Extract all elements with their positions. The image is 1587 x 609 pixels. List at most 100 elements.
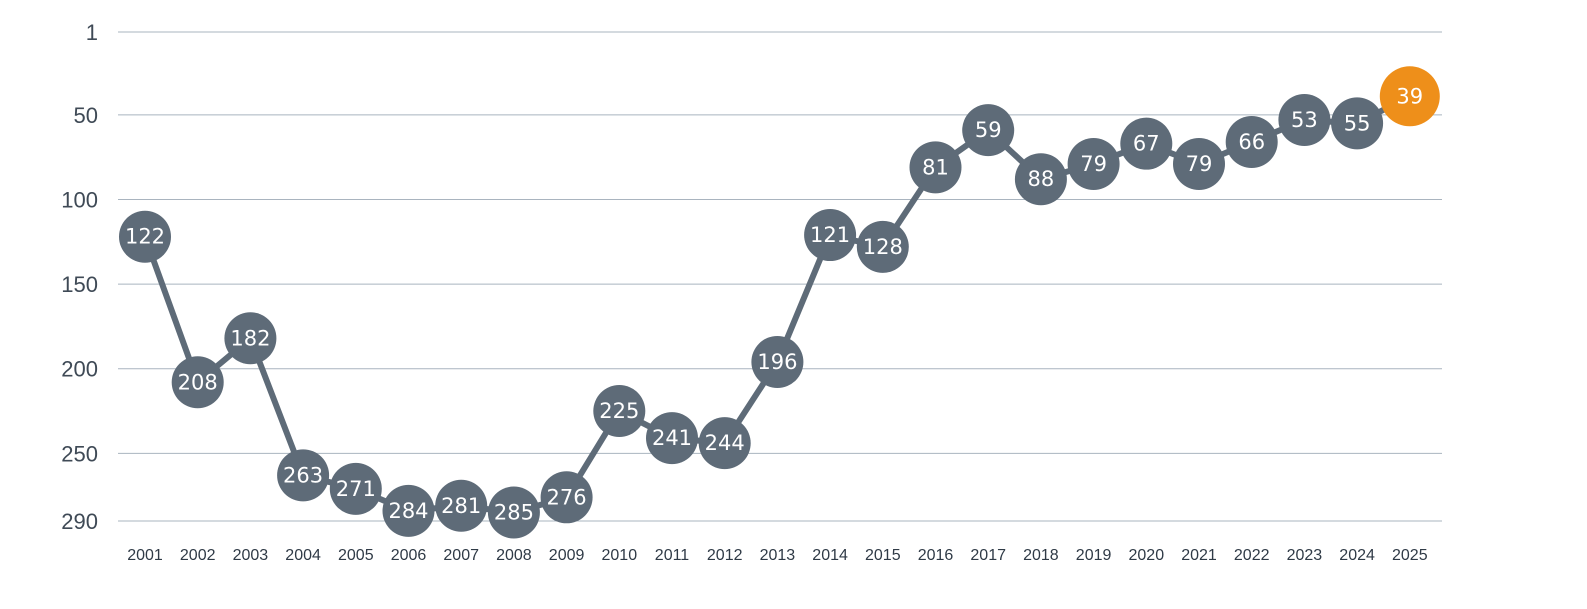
data-point: 182 bbox=[224, 312, 277, 365]
x-tick-label: 2022 bbox=[1234, 547, 1270, 564]
x-tick-label: 2021 bbox=[1181, 547, 1217, 564]
point-value-label: 284 bbox=[388, 499, 428, 523]
point-marker bbox=[804, 209, 857, 262]
point-value-label: 276 bbox=[547, 485, 587, 509]
point-marker bbox=[1067, 137, 1120, 190]
data-point: 59 bbox=[962, 104, 1015, 157]
point-marker bbox=[487, 486, 540, 539]
data-point: 285 bbox=[487, 486, 540, 539]
point-marker bbox=[909, 141, 962, 194]
x-tick-label: 2003 bbox=[233, 547, 269, 564]
x-tick-label: 2023 bbox=[1287, 547, 1323, 564]
y-tick-label: 50 bbox=[74, 103, 98, 128]
x-tick-label: 2018 bbox=[1023, 547, 1059, 564]
data-point: 271 bbox=[329, 462, 382, 515]
point-marker bbox=[646, 412, 698, 465]
point-value-label: 53 bbox=[1291, 108, 1318, 132]
point-value-label: 285 bbox=[494, 501, 534, 525]
x-tick-label: 2010 bbox=[602, 547, 638, 564]
x-tick-label: 2011 bbox=[655, 547, 690, 564]
data-point: 121 bbox=[804, 209, 857, 262]
x-tick-label: 2002 bbox=[180, 547, 216, 564]
point-marker bbox=[593, 385, 646, 438]
point-value-label: 196 bbox=[757, 350, 797, 374]
point-marker bbox=[698, 417, 751, 470]
point-marker bbox=[382, 484, 435, 537]
x-tick-label: 2006 bbox=[391, 547, 427, 564]
x-tick-label: 2013 bbox=[760, 547, 796, 564]
data-point: 122 bbox=[119, 210, 171, 263]
data-point: 55 bbox=[1331, 97, 1384, 150]
x-tick-label: 2009 bbox=[549, 547, 585, 564]
data-point: 67 bbox=[1120, 117, 1173, 170]
point-value-label: 55 bbox=[1344, 111, 1371, 135]
x-tick-label: 2019 bbox=[1076, 547, 1112, 564]
data-point: 81 bbox=[909, 141, 962, 194]
point-marker bbox=[171, 356, 224, 409]
point-value-label: 281 bbox=[441, 494, 481, 518]
point-marker bbox=[540, 471, 593, 524]
x-tick-label: 2012 bbox=[707, 547, 743, 564]
point-value-label: 208 bbox=[178, 370, 218, 394]
data-point: 128 bbox=[856, 220, 909, 273]
highlight-marker bbox=[1379, 66, 1440, 127]
point-value-label: 66 bbox=[1238, 130, 1265, 154]
data-point: 66 bbox=[1225, 115, 1278, 168]
data-point: 53 bbox=[1278, 93, 1331, 146]
x-tick-label: 2005 bbox=[338, 547, 374, 564]
data-point: 208 bbox=[171, 356, 224, 409]
data-point: 225 bbox=[593, 385, 646, 438]
data-point: 244 bbox=[698, 417, 751, 470]
point-marker bbox=[119, 210, 171, 263]
point-value-label: 225 bbox=[599, 399, 639, 423]
point-value-label: 79 bbox=[1080, 152, 1107, 176]
point-value-label: 271 bbox=[336, 477, 376, 501]
point-value-label: 59 bbox=[975, 118, 1002, 142]
x-tick-label: 2024 bbox=[1339, 547, 1375, 564]
point-value-label: 128 bbox=[863, 235, 903, 259]
point-marker bbox=[329, 462, 382, 515]
x-tick-label: 2015 bbox=[865, 547, 901, 564]
point-marker bbox=[856, 220, 909, 273]
point-value-label: 241 bbox=[652, 426, 692, 450]
point-value-label: 81 bbox=[922, 155, 949, 179]
x-tick-label: 2004 bbox=[285, 547, 321, 564]
point-value-label: 39 bbox=[1396, 84, 1423, 108]
x-tick-label: 2020 bbox=[1129, 547, 1165, 564]
point-marker bbox=[1173, 137, 1225, 190]
data-point: 241 bbox=[646, 412, 698, 465]
data-point: 281 bbox=[435, 479, 488, 532]
x-tick-label: 2007 bbox=[443, 547, 479, 564]
y-tick-label: 150 bbox=[61, 272, 98, 297]
point-value-label: 263 bbox=[283, 463, 323, 487]
data-points: 122 208 182 263 271 284 281 285 276 225 241 244 196 1… bbox=[119, 66, 1440, 539]
gridlines bbox=[118, 31, 1442, 522]
x-axis-ticks: 2001 2002 2003 2004 2005 2006 2007 2008 2009 2010… bbox=[127, 547, 1427, 564]
point-marker bbox=[1225, 115, 1278, 168]
x-tick-label: 2017 bbox=[970, 547, 1006, 564]
point-marker bbox=[224, 312, 277, 365]
point-value-label: 182 bbox=[230, 326, 270, 350]
data-point: 263 bbox=[277, 449, 330, 502]
point-marker bbox=[1278, 93, 1331, 146]
x-tick-label: 2008 bbox=[496, 547, 532, 564]
x-tick-label: 2014 bbox=[812, 547, 848, 564]
point-marker bbox=[1331, 97, 1384, 150]
y-tick-label: 1 bbox=[86, 20, 98, 45]
data-point: 39 bbox=[1379, 66, 1440, 127]
point-value-label: 122 bbox=[125, 225, 165, 249]
point-value-label: 67 bbox=[1133, 132, 1160, 156]
data-point: 284 bbox=[382, 484, 435, 537]
point-value-label: 244 bbox=[705, 431, 745, 455]
point-value-label: 88 bbox=[1028, 167, 1055, 191]
data-point: 276 bbox=[540, 471, 593, 524]
data-point: 79 bbox=[1067, 137, 1120, 190]
point-value-label: 79 bbox=[1186, 152, 1213, 176]
x-tick-label: 2001 bbox=[127, 547, 163, 564]
y-tick-label: 250 bbox=[61, 441, 98, 466]
point-marker bbox=[962, 104, 1015, 157]
data-point: 88 bbox=[1014, 153, 1067, 206]
point-marker bbox=[435, 479, 488, 532]
